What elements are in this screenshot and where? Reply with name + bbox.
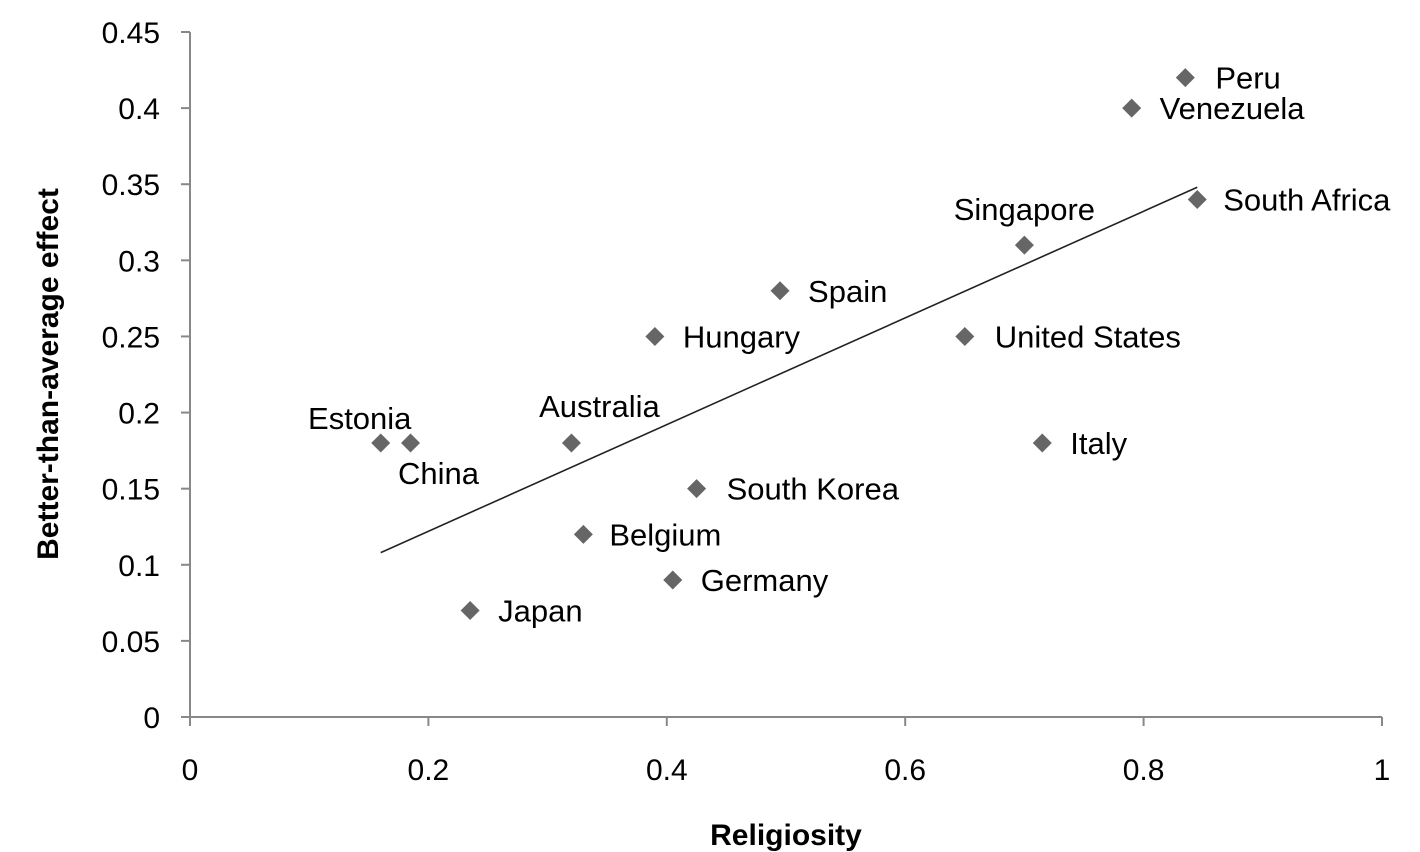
y-tick-label: 0.1 bbox=[118, 550, 160, 583]
data-label-china: China bbox=[398, 456, 480, 491]
data-points bbox=[371, 68, 1207, 620]
data-label-south-africa: South Africa bbox=[1223, 182, 1391, 217]
data-label-singapore: Singapore bbox=[954, 192, 1095, 227]
x-tick-label: 0.8 bbox=[1123, 754, 1165, 787]
data-label-peru: Peru bbox=[1215, 61, 1280, 96]
trendline bbox=[380, 186, 1198, 554]
x-tick-label: 0.6 bbox=[884, 754, 926, 787]
y-tick-label: 0.05 bbox=[102, 626, 160, 659]
y-axis-title: Better-than-average effect bbox=[32, 188, 65, 560]
data-label-japan: Japan bbox=[498, 593, 582, 628]
data-point-singapore bbox=[1014, 235, 1034, 255]
data-point-peru bbox=[1175, 68, 1195, 88]
y-tick-label: 0.15 bbox=[102, 474, 160, 507]
data-label-italy: Italy bbox=[1070, 426, 1127, 461]
x-tick-label: 0.2 bbox=[408, 754, 450, 787]
data-point-belgium bbox=[573, 524, 593, 544]
y-tick-label: 0.4 bbox=[118, 93, 160, 126]
data-label-united-states: United States bbox=[995, 319, 1181, 354]
x-tick-label: 0 bbox=[182, 754, 199, 787]
data-label-hungary: Hungary bbox=[683, 319, 801, 354]
data-point-germany bbox=[663, 570, 683, 590]
data-label-estonia: Estonia bbox=[308, 401, 412, 436]
data-point-venezuela bbox=[1122, 98, 1142, 118]
data-point-spain bbox=[770, 281, 790, 301]
data-label-belgium: Belgium bbox=[609, 517, 721, 552]
data-label-australia: Australia bbox=[539, 389, 660, 424]
y-tick-label: 0.25 bbox=[102, 321, 160, 354]
trendline-group bbox=[380, 186, 1198, 554]
data-point-hungary bbox=[645, 326, 665, 346]
data-point-japan bbox=[460, 600, 480, 620]
data-point-south-africa bbox=[1187, 189, 1207, 209]
data-point-south-korea bbox=[687, 479, 707, 499]
data-label-venezuela: Venezuela bbox=[1160, 91, 1306, 126]
data-point-china bbox=[401, 433, 421, 453]
data-label-germany: Germany bbox=[701, 563, 829, 598]
y-tick-label: 0.3 bbox=[118, 245, 160, 278]
x-axis-title: Religiosity bbox=[710, 819, 862, 852]
x-tick-label: 1 bbox=[1374, 754, 1391, 787]
data-label-spain: Spain bbox=[808, 274, 887, 309]
y-tick-label: 0 bbox=[143, 702, 160, 735]
data-point-italy bbox=[1032, 433, 1052, 453]
data-point-estonia bbox=[371, 433, 391, 453]
y-tick-label: 0.45 bbox=[102, 17, 160, 50]
y-tick-label: 0.35 bbox=[102, 169, 160, 202]
data-label-south-korea: South Korea bbox=[727, 472, 900, 507]
x-tick-label: 0.4 bbox=[646, 754, 688, 787]
axes: 0 0.05 0.1 0.15 0.2 0.25 0.3 0.35 0.4 0.45 0 0.2 0.4… bbox=[102, 17, 1391, 787]
data-point-united-states bbox=[955, 326, 975, 346]
data-point-australia bbox=[561, 433, 581, 453]
y-tick-label: 0.2 bbox=[118, 398, 160, 431]
